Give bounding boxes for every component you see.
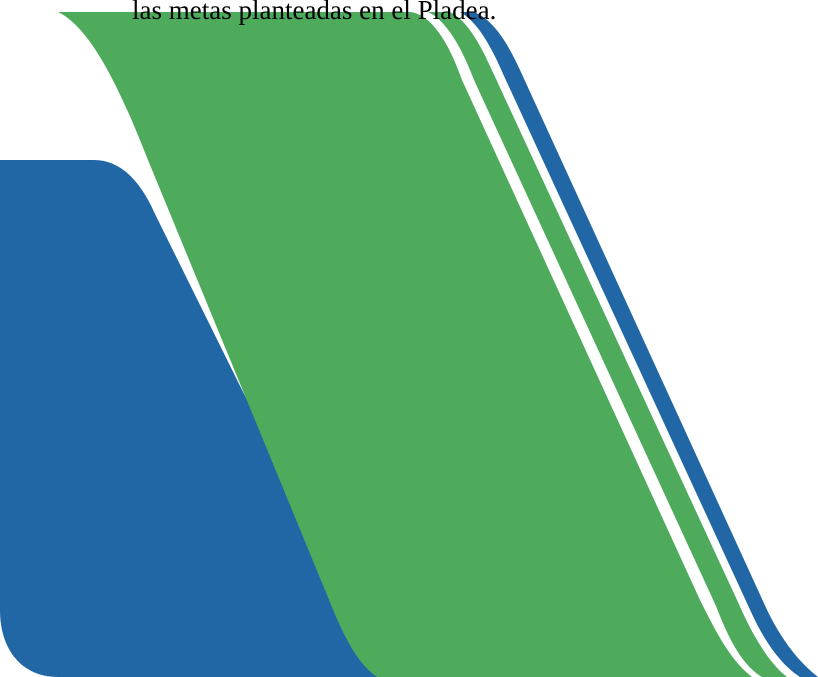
paragraph-text-line: las metas planteadas en el Pladea. [132,0,497,25]
blue-stripe-thin [460,12,818,677]
green-stripe-narrow [428,12,787,677]
green-band-main [58,12,752,677]
blue-band-left [0,160,384,677]
